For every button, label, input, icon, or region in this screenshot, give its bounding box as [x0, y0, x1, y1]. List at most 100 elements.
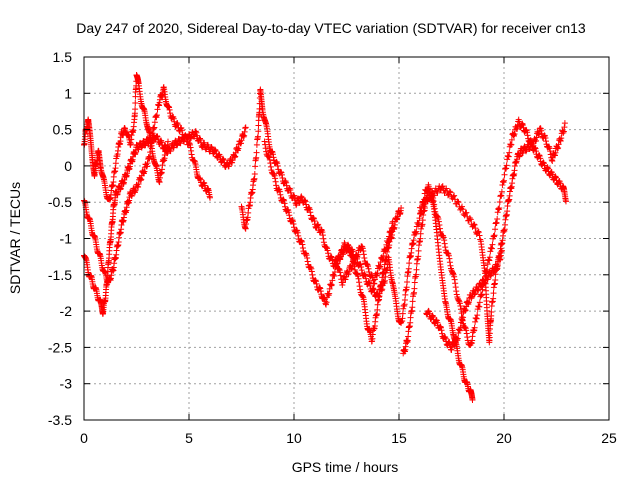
data-point	[311, 217, 318, 224]
data-point	[486, 257, 493, 264]
y-tick-label: 0	[64, 158, 72, 174]
data-point	[476, 303, 483, 310]
data-point	[462, 324, 469, 331]
data-point	[255, 122, 262, 129]
data-point	[475, 303, 482, 310]
data-point	[153, 132, 160, 139]
data-point	[545, 165, 552, 172]
data-point	[225, 163, 232, 170]
data-point	[319, 229, 326, 236]
data-point	[287, 189, 294, 196]
data-point	[238, 137, 245, 144]
data-points	[81, 71, 569, 404]
data-point	[498, 192, 505, 199]
data-point	[464, 334, 471, 341]
data-point	[455, 297, 462, 304]
data-point	[319, 232, 326, 239]
data-point	[403, 284, 410, 291]
data-point	[324, 247, 331, 254]
data-point	[151, 124, 158, 131]
data-point	[211, 147, 218, 154]
data-point	[216, 153, 223, 160]
data-point	[537, 155, 544, 162]
data-point	[277, 169, 284, 176]
data-point	[452, 280, 459, 287]
y-axis-label: SDTVAR / TECUs	[7, 182, 23, 294]
data-point	[263, 148, 270, 155]
data-point	[498, 188, 505, 195]
data-point	[187, 141, 194, 148]
data-point	[406, 260, 413, 267]
data-point	[506, 149, 513, 156]
data-point	[435, 218, 442, 225]
data-point	[132, 187, 139, 194]
data-point	[495, 206, 502, 213]
data-point	[291, 194, 298, 201]
data-point	[451, 273, 458, 280]
data-point	[192, 128, 199, 135]
data-point	[197, 137, 204, 144]
data-point	[283, 182, 290, 189]
data-point	[132, 99, 139, 106]
data-point	[141, 168, 148, 175]
data-point	[494, 209, 501, 216]
data-point	[235, 145, 242, 152]
data-point	[413, 228, 420, 235]
data-point	[369, 285, 376, 292]
data-point	[141, 142, 148, 149]
data-point	[154, 106, 161, 113]
data-point	[510, 131, 517, 138]
x-tick-label: 5	[185, 430, 193, 446]
data-point	[158, 139, 165, 146]
data-point	[500, 179, 507, 186]
y-tick-label: -1.5	[48, 267, 72, 283]
data-point	[241, 128, 248, 135]
data-point	[173, 142, 180, 149]
data-point	[166, 106, 173, 113]
data-point	[232, 153, 239, 160]
data-point	[463, 327, 470, 334]
data-point	[325, 250, 332, 257]
data-point	[174, 121, 181, 128]
data-point	[131, 188, 138, 195]
data-point	[370, 285, 377, 292]
data-point	[562, 198, 569, 205]
data-point	[436, 221, 443, 228]
data-point	[478, 292, 485, 299]
data-point	[472, 318, 479, 325]
data-point	[110, 179, 117, 186]
data-point	[370, 286, 377, 293]
data-point	[138, 143, 145, 150]
data-point	[302, 197, 309, 204]
data-point	[440, 232, 447, 239]
data-point	[491, 233, 498, 240]
y-tick-label: -3	[60, 376, 73, 392]
data-point	[279, 174, 286, 181]
data-point	[401, 296, 408, 303]
data-point	[358, 263, 365, 270]
data-point	[367, 282, 374, 289]
data-point	[415, 219, 422, 226]
data-point	[165, 138, 171, 145]
data-point	[452, 284, 459, 291]
data-point	[357, 260, 364, 267]
data-point	[261, 138, 268, 145]
data-point	[144, 160, 151, 167]
data-point	[265, 153, 272, 160]
data-point	[323, 244, 330, 251]
data-point	[504, 152, 511, 159]
data-point	[320, 239, 327, 246]
data-point	[518, 121, 525, 128]
data-point	[445, 252, 452, 259]
data-point	[496, 198, 503, 205]
data-point	[207, 194, 213, 201]
y-tick-label: 0.5	[53, 122, 73, 138]
data-point	[508, 141, 515, 148]
data-point	[441, 240, 448, 247]
data-point	[492, 226, 499, 233]
data-point	[502, 166, 509, 173]
data-point	[551, 173, 558, 180]
data-point	[491, 232, 498, 239]
data-point	[278, 171, 285, 178]
